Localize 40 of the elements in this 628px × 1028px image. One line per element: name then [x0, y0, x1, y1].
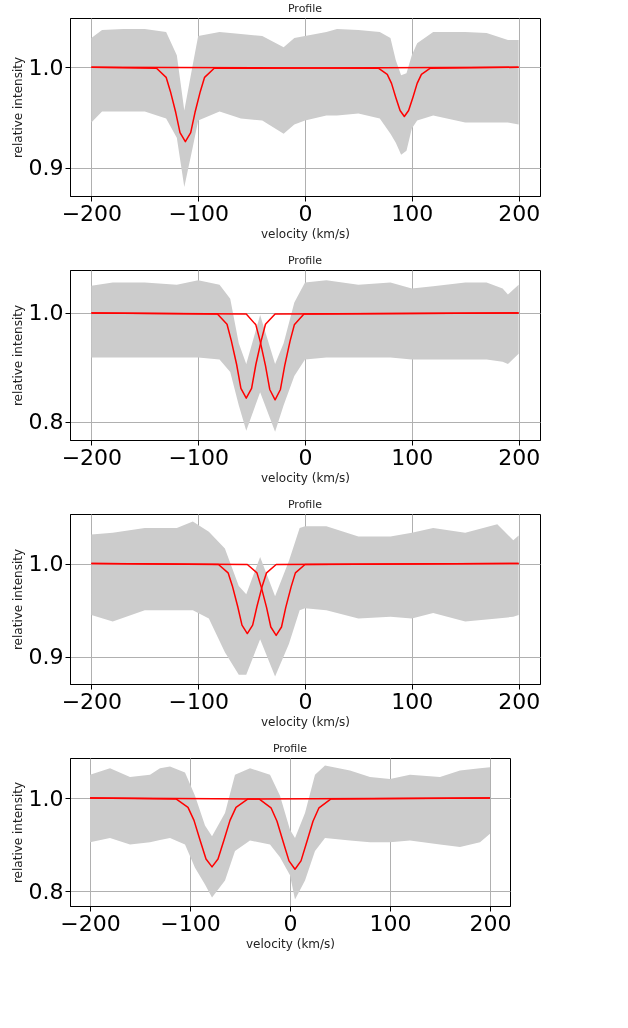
y-tick-label: 1.0 [28, 300, 64, 326]
x-tick-label: 200 [469, 910, 512, 936]
x-tick-label: 100 [369, 910, 412, 936]
x-tick-label: 100 [391, 200, 434, 226]
y-tick-label: 1.0 [28, 551, 64, 577]
x-tick-label: −100 [168, 200, 229, 226]
y-tick-label: 1.0 [28, 785, 64, 811]
y-tick-label: 0.9 [28, 155, 64, 181]
y-axis-title: relative intensity [10, 304, 25, 407]
chart-title: Profile [287, 498, 323, 511]
x-tick-label: 0 [298, 200, 313, 226]
y-tick-label: 1.0 [28, 54, 64, 80]
x-tick-label: 200 [498, 688, 541, 714]
y-tick-label: 0.9 [28, 644, 64, 670]
chart-title: Profile [272, 742, 308, 755]
x-tick-label: 100 [391, 444, 434, 470]
x-tick-label: 0 [298, 444, 313, 470]
x-tick-label: 0 [298, 688, 313, 714]
x-tick-label: 200 [498, 200, 541, 226]
x-tick-label: −100 [168, 444, 229, 470]
y-axis-title: relative intensity [10, 548, 25, 651]
y-axis-title: relative intensity [10, 781, 25, 884]
chart-title: Profile [287, 2, 323, 15]
x-tick-label: −200 [61, 688, 123, 714]
x-tick-label: −100 [160, 910, 221, 936]
y-axis-title: relative intensity [10, 56, 25, 159]
y-tick-label: 0.8 [28, 409, 64, 435]
x-axis-title: velocity (km/s) [245, 936, 336, 951]
x-tick-label: 100 [391, 688, 434, 714]
x-tick-label: 200 [498, 444, 541, 470]
y-tick-label: 0.8 [28, 878, 64, 904]
x-tick-label: −200 [61, 444, 123, 470]
x-tick-label: 0 [283, 910, 298, 936]
x-tick-label: −200 [60, 910, 121, 936]
x-axis-title: velocity (km/s) [260, 226, 351, 241]
chart-title: Profile [287, 254, 323, 267]
x-tick-label: −200 [61, 200, 123, 226]
x-axis-title: velocity (km/s) [260, 714, 351, 729]
x-axis-title: velocity (km/s) [260, 470, 351, 485]
x-tick-label: −100 [168, 688, 229, 714]
